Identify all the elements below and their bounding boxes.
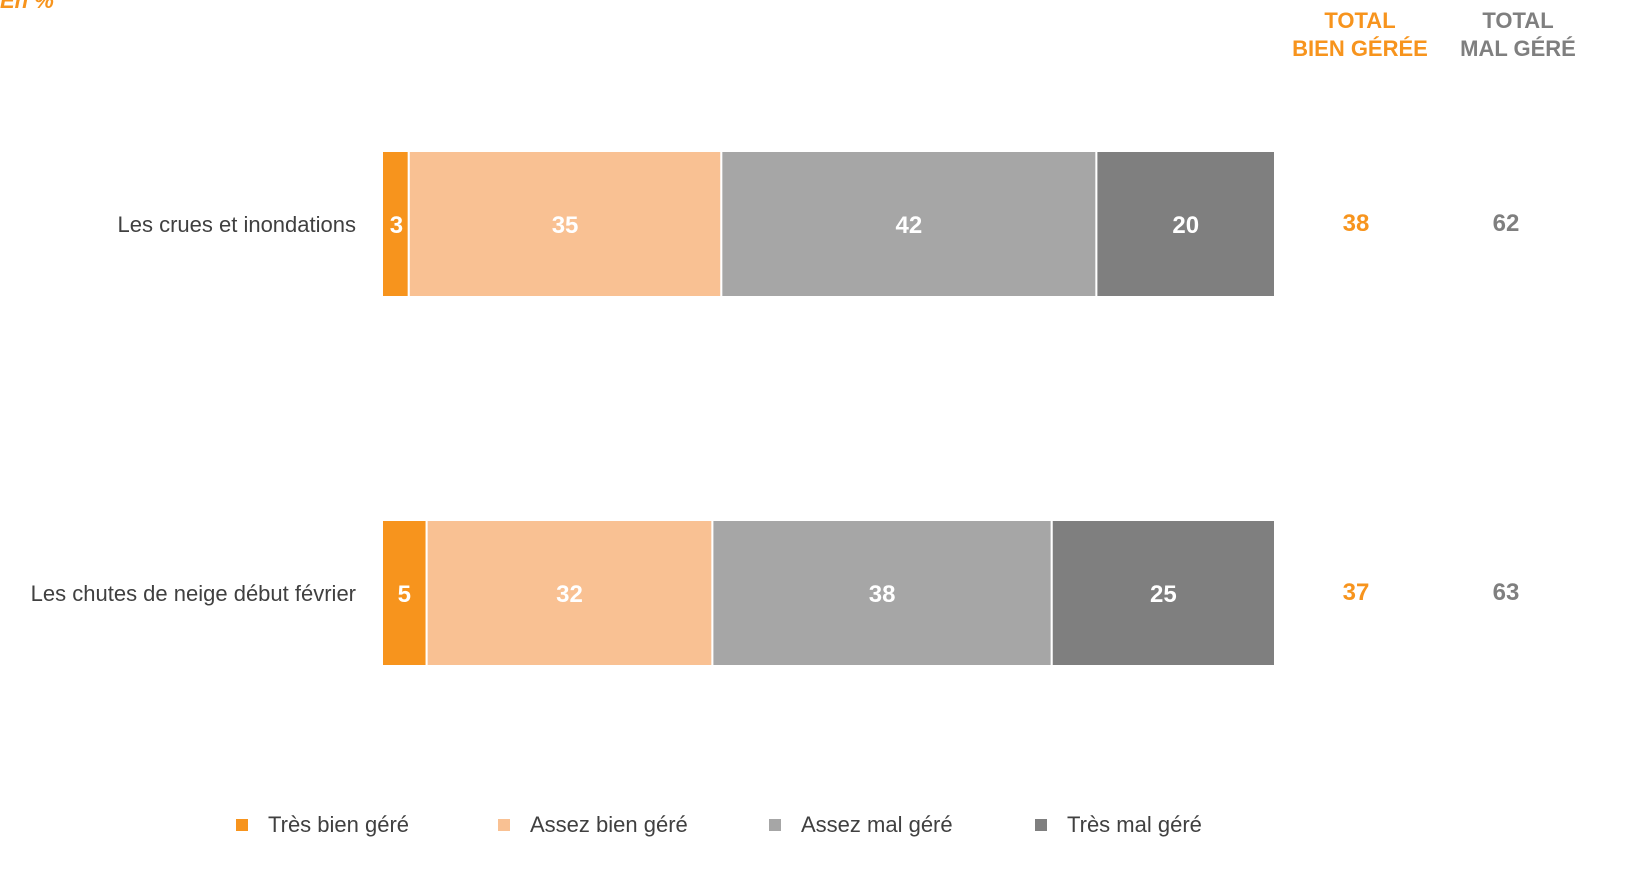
data-label: 3 — [390, 212, 403, 239]
bar-segment-tres-bien — [381, 519, 428, 667]
total-bien-value: 38 — [1343, 210, 1370, 237]
legend-item-assez-mal: Assez mal géré — [769, 812, 953, 838]
legend-label: Assez bien géré — [530, 812, 688, 837]
category-label: Les crues et inondations — [118, 212, 357, 237]
legend-swatch — [769, 819, 781, 831]
legend-label: Très mal géré — [1067, 812, 1202, 837]
data-label: 32 — [556, 581, 583, 608]
stacked-bar-chart: Les crues et inondations 3 35 42 20 38 62 Les c… — [31, 150, 1520, 667]
total-mal-header: TOTAL MAL GÉRÉ — [1460, 8, 1576, 61]
legend-label: Très bien géré — [268, 812, 410, 837]
bar-segment-tres-mal — [1095, 150, 1277, 298]
legend-swatch — [498, 819, 510, 831]
total-mal-value: 63 — [1493, 579, 1520, 606]
total-bien-header: TOTAL BIEN GÉRÉE — [1292, 8, 1428, 61]
category-label: Les chutes de neige début février — [31, 581, 356, 606]
bar-segment-assez-mal — [711, 519, 1053, 667]
legend-label: Assez mal géré — [801, 812, 953, 837]
data-label: 38 — [869, 581, 896, 608]
bar-segment-assez-bien — [407, 150, 723, 298]
legend-swatch — [236, 819, 248, 831]
total-mal-value: 62 — [1493, 210, 1520, 237]
bar-segment-tres-mal — [1050, 519, 1276, 667]
unit-label: En % — [0, 0, 54, 13]
data-label: 42 — [896, 212, 923, 239]
legend-item-assez-bien: Assez bien géré — [498, 812, 688, 838]
legend-item-tres-bien: Très bien géré — [236, 812, 409, 838]
chart-legend: Très bien géré Assez bien géré Assez mal g… — [0, 812, 1646, 852]
total-bien-value: 37 — [1343, 579, 1370, 606]
data-label: 5 — [398, 581, 411, 608]
data-label: 20 — [1172, 212, 1199, 239]
legend-item-tres-mal: Très mal géré — [1035, 812, 1202, 838]
bar-segment-assez-mal — [720, 150, 1098, 298]
data-label: 35 — [552, 212, 579, 239]
legend-swatch — [1035, 819, 1047, 831]
data-label: 25 — [1150, 581, 1177, 608]
